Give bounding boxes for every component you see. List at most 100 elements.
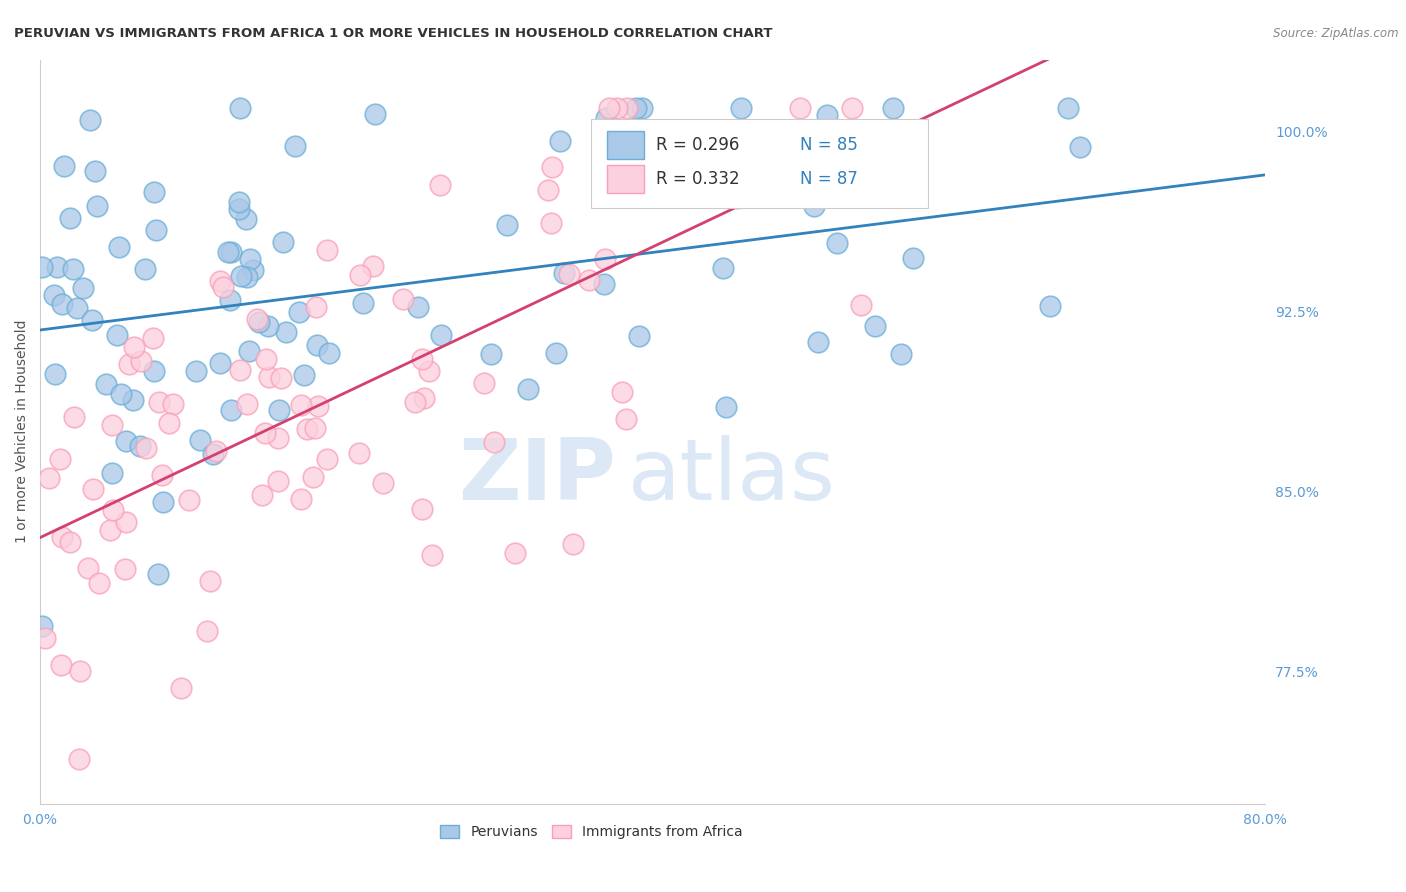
Point <box>143 185 166 199</box>
Point <box>408 300 430 314</box>
Point <box>714 400 737 414</box>
Point <box>349 268 371 282</box>
Point <box>31 619 53 633</box>
Point <box>540 216 562 230</box>
Legend: Peruvians, Immigrants from Africa: Peruvians, Immigrants from Africa <box>434 820 748 845</box>
Point <box>79 113 101 128</box>
Point <box>42 288 65 302</box>
Point <box>292 368 315 383</box>
Point <box>259 369 281 384</box>
Point <box>228 202 250 216</box>
Point <box>82 482 104 496</box>
Point <box>273 235 295 249</box>
Point <box>803 131 825 145</box>
Point <box>595 112 617 126</box>
Point <box>859 174 882 188</box>
Point <box>114 561 136 575</box>
Point <box>841 101 863 115</box>
Point <box>62 262 84 277</box>
Point <box>730 101 752 115</box>
Point <box>252 488 274 502</box>
Point <box>544 346 567 360</box>
Point <box>44 367 66 381</box>
Point <box>235 212 257 227</box>
Point <box>122 392 145 407</box>
Point <box>184 364 207 378</box>
Point <box>86 199 108 213</box>
Point <box>484 434 506 449</box>
Point <box>105 328 128 343</box>
Point <box>807 334 830 349</box>
Point <box>219 402 242 417</box>
Point <box>305 338 328 352</box>
Point <box>45 260 67 275</box>
Point <box>145 223 167 237</box>
Point <box>725 191 748 205</box>
Point <box>479 347 502 361</box>
Point <box>516 382 538 396</box>
Point <box>150 468 173 483</box>
Point <box>304 420 326 434</box>
Point <box>101 467 124 481</box>
Point <box>115 434 138 448</box>
Point <box>561 537 583 551</box>
Point <box>209 356 232 370</box>
Point <box>179 492 201 507</box>
Text: Source: ZipAtlas.com: Source: ZipAtlas.com <box>1274 27 1399 40</box>
Point <box>143 364 166 378</box>
Point <box>503 546 526 560</box>
Point <box>219 244 242 259</box>
Point <box>290 398 312 412</box>
Point <box>288 304 311 318</box>
Point <box>202 447 225 461</box>
Point <box>229 362 252 376</box>
Point <box>142 331 165 345</box>
Point <box>72 280 94 294</box>
Point <box>851 298 873 312</box>
Point <box>624 101 647 115</box>
Point <box>284 139 307 153</box>
Point <box>162 397 184 411</box>
Text: N = 85: N = 85 <box>800 136 858 154</box>
Point <box>228 195 250 210</box>
Point <box>146 567 169 582</box>
Point <box>391 293 413 307</box>
Point <box>404 395 426 409</box>
Point <box>675 169 697 184</box>
Point <box>98 523 121 537</box>
Point <box>363 107 385 121</box>
Point <box>51 530 73 544</box>
Point <box>373 475 395 490</box>
Text: N = 87: N = 87 <box>800 169 858 187</box>
Point <box>863 319 886 334</box>
Point <box>614 412 637 426</box>
Point <box>49 452 72 467</box>
Point <box>318 346 340 360</box>
Point <box>890 347 912 361</box>
Point <box>219 293 242 307</box>
Point <box>352 296 374 310</box>
Point <box>274 325 297 339</box>
Point <box>1057 101 1080 115</box>
Point <box>578 273 600 287</box>
Point <box>290 492 312 507</box>
Point <box>711 261 734 276</box>
Point <box>38 471 60 485</box>
Point <box>825 235 848 250</box>
Point <box>815 108 838 122</box>
Point <box>242 263 264 277</box>
Point <box>212 280 235 294</box>
Point <box>315 243 337 257</box>
Point <box>1039 299 1062 313</box>
Point <box>553 266 575 280</box>
Point <box>418 364 440 378</box>
Point <box>195 624 218 638</box>
Point <box>229 101 252 115</box>
Point <box>411 352 433 367</box>
Point <box>901 251 924 265</box>
Point <box>148 395 170 409</box>
Point <box>628 329 651 343</box>
Point <box>540 160 562 174</box>
Point <box>59 534 82 549</box>
Point <box>616 101 638 115</box>
